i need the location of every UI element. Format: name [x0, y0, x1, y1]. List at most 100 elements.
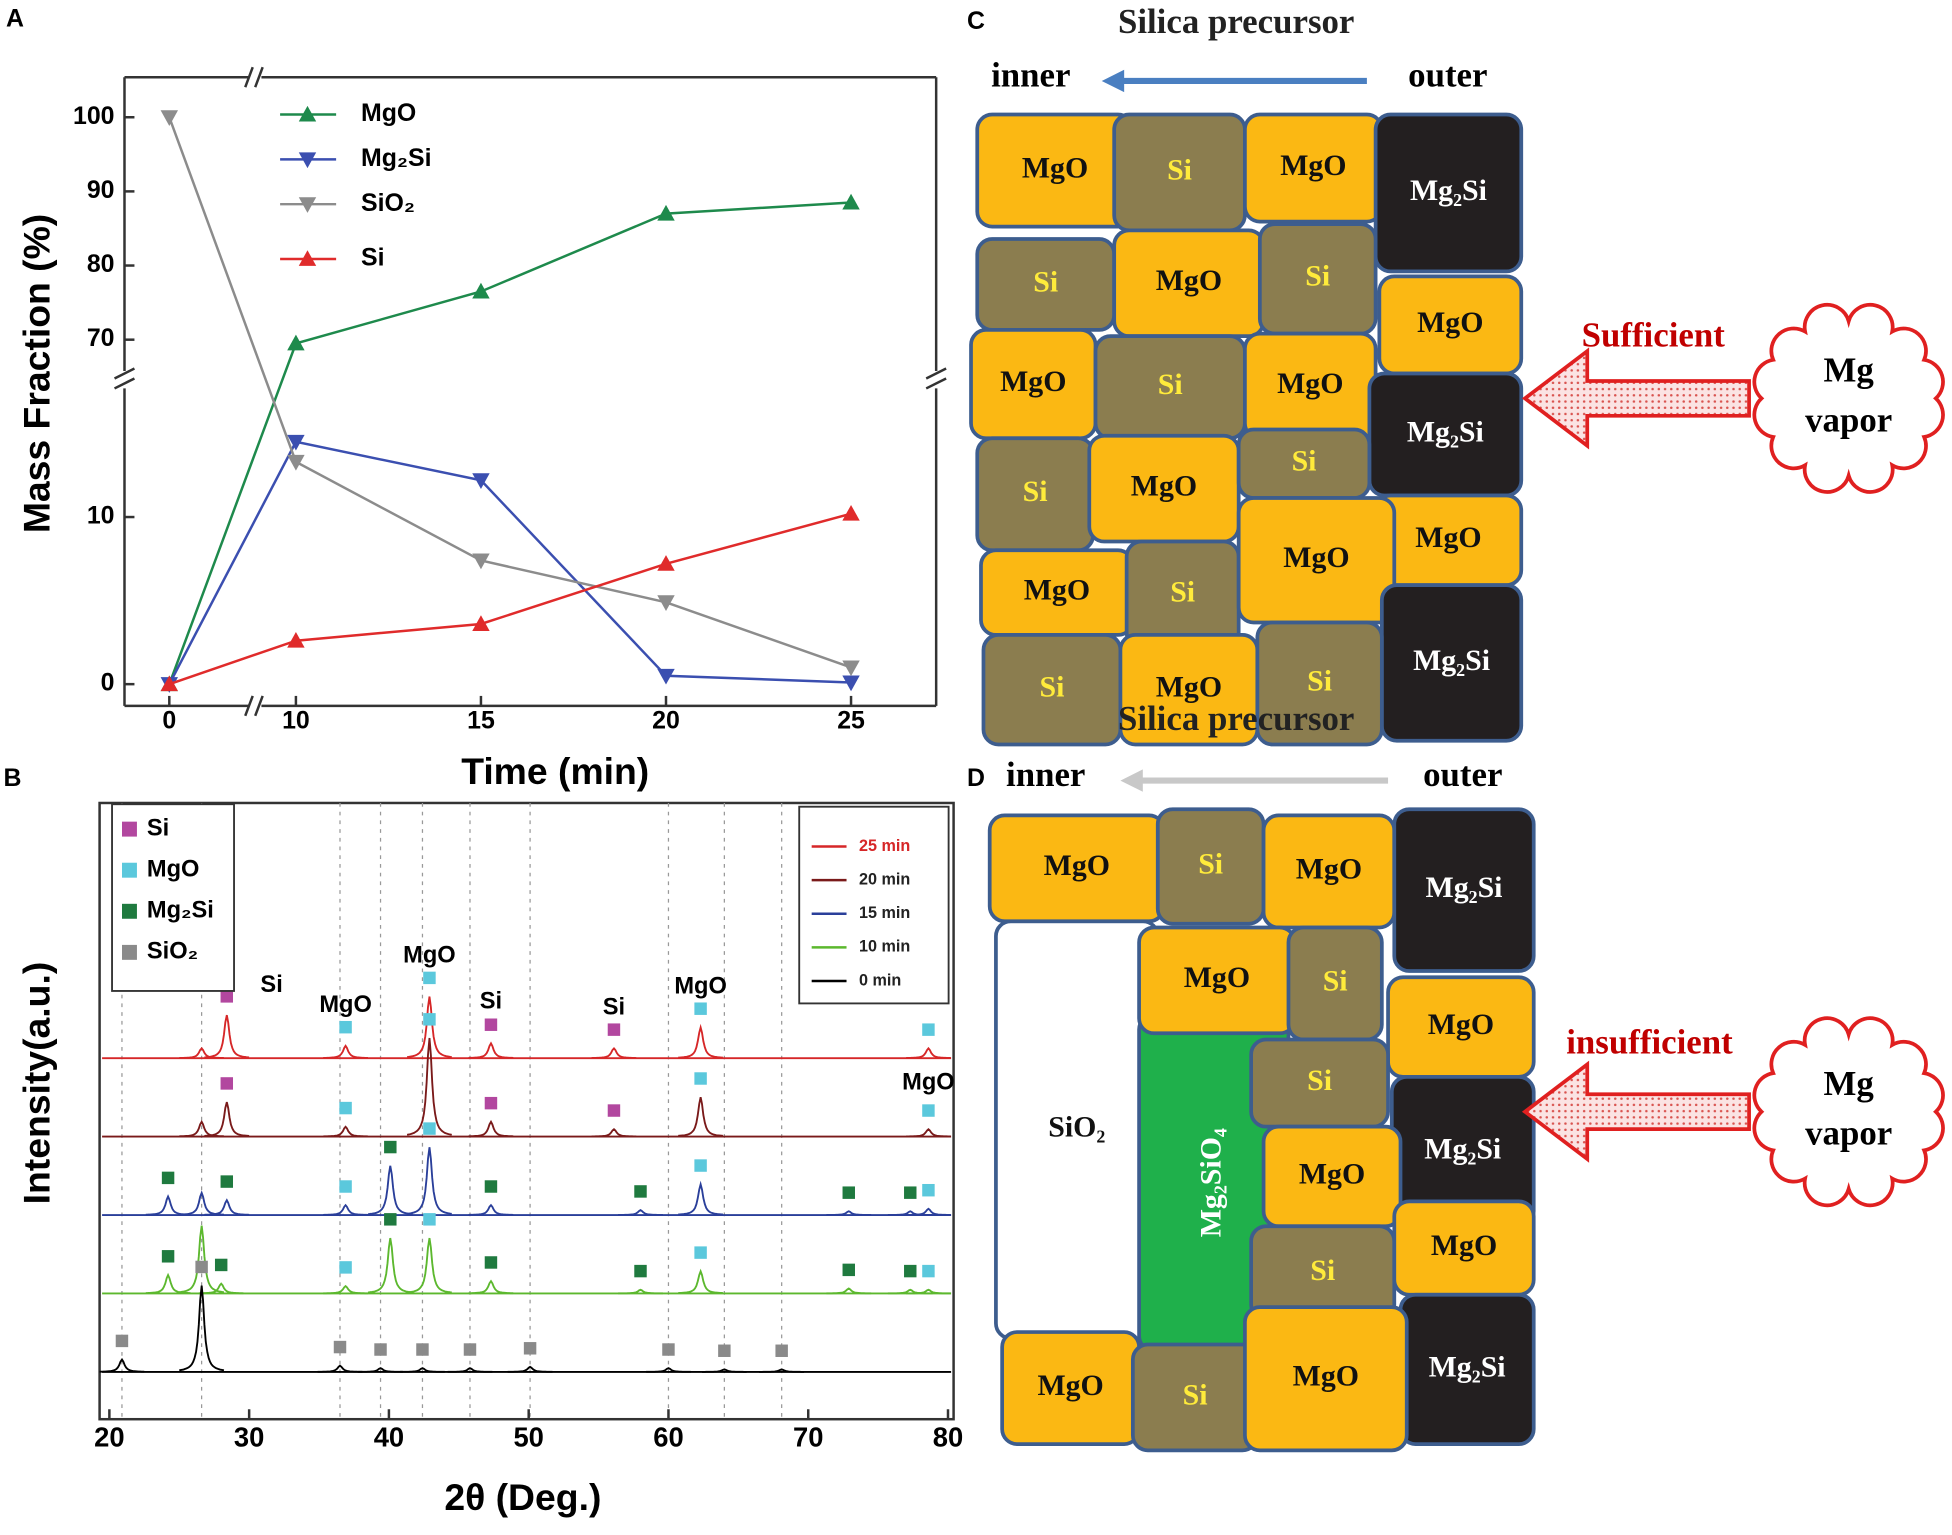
phase-marker — [484, 1180, 498, 1193]
diagram-title: Silica precursor — [1118, 699, 1354, 738]
peak — [678, 1268, 723, 1295]
peak — [591, 1128, 637, 1138]
phase-marker — [694, 1002, 707, 1015]
y-axis-label: Mass Fraction (%) — [16, 214, 58, 533]
grain-label: Si — [1198, 847, 1223, 880]
peak — [826, 1287, 872, 1295]
peak — [618, 1208, 663, 1216]
phase-marker — [484, 1096, 498, 1110]
grain-label: MgO — [1415, 521, 1481, 554]
peak — [317, 1364, 363, 1373]
legend-marker — [122, 862, 137, 878]
direction-arrowhead — [1120, 769, 1143, 792]
data-point — [657, 595, 675, 611]
x-tick-label: 80 — [933, 1421, 963, 1452]
phase-marker — [423, 1013, 436, 1026]
peak — [179, 1046, 225, 1059]
data-point — [287, 434, 305, 451]
phase-marker — [634, 1185, 647, 1198]
phase-marker — [333, 1340, 347, 1354]
grain-label: MgO — [1296, 852, 1362, 885]
peak — [204, 1101, 250, 1137]
grain-label: Si — [1023, 475, 1048, 508]
flow-label: Sufficient — [1582, 316, 1726, 355]
peak — [367, 1165, 413, 1216]
data-point — [287, 334, 305, 351]
grain-label: SiO₂ — [1048, 1111, 1105, 1144]
x-tick-label: 60 — [653, 1421, 683, 1452]
legend-marker — [298, 152, 317, 169]
direction-label: outer — [1408, 55, 1487, 94]
grain — [1255, 620, 1384, 747]
y-tick-label: 80 — [87, 250, 115, 278]
annotation: Si — [480, 988, 502, 1014]
x-tick-label: 50 — [513, 1421, 543, 1452]
phase-marker — [214, 1258, 228, 1272]
legend-marker — [122, 944, 137, 960]
legend-label: 20 min — [859, 870, 910, 888]
legend-label: Si — [147, 815, 169, 841]
peak — [323, 1125, 369, 1138]
legend-marker — [298, 197, 317, 213]
x-tick-label: 15 — [467, 707, 495, 735]
data-point — [160, 675, 179, 692]
direction-arrowhead — [1101, 69, 1125, 93]
direction-label: inner — [1006, 755, 1085, 794]
x-tick-label: 40 — [374, 1421, 404, 1452]
y-tick-label: 10 — [87, 502, 115, 530]
peak — [468, 1041, 514, 1059]
phase-marker — [922, 1104, 935, 1117]
axis-break — [244, 66, 254, 88]
annotation: MgO — [674, 973, 727, 999]
legend-label: Mg₂Si — [361, 144, 431, 172]
annotation: Si — [260, 972, 282, 998]
legend-label: MgO — [361, 99, 416, 127]
peak — [468, 1279, 514, 1295]
annotation: Si — [603, 995, 625, 1021]
data-point — [657, 204, 675, 221]
grain-label: MgO — [1024, 573, 1090, 606]
peak — [507, 1365, 553, 1373]
peak — [204, 1198, 250, 1216]
legend-label: MgO — [147, 856, 200, 882]
peak — [406, 1147, 452, 1215]
annotation: MgO — [319, 992, 372, 1018]
phase-marker — [384, 1213, 397, 1226]
grain-label: MgO — [1431, 1229, 1497, 1262]
vapor-arrow — [1521, 347, 1751, 450]
data-point — [842, 504, 860, 521]
cloud-label: vapor — [1805, 400, 1892, 439]
peak — [678, 1096, 723, 1137]
peak — [179, 1285, 225, 1372]
y-tick-label: 100 — [73, 102, 115, 130]
phase-marker — [115, 1334, 129, 1348]
phase-marker — [922, 1264, 935, 1278]
peak — [145, 1272, 191, 1295]
x-tick-label: 30 — [234, 1421, 264, 1452]
peak — [759, 1368, 805, 1373]
phase-marker — [161, 1171, 175, 1185]
grain-label: Si — [1305, 260, 1330, 293]
diagram-title: Silica precursor — [1118, 2, 1354, 41]
peak — [906, 1207, 951, 1216]
x-tick-label: 10 — [282, 707, 310, 735]
legend-marker — [122, 903, 137, 919]
peak — [406, 1037, 452, 1136]
y-tick-label: 90 — [87, 176, 115, 204]
peak — [447, 1367, 493, 1373]
peak — [591, 1046, 637, 1059]
grain-label: MgO — [1283, 541, 1349, 574]
legend-label: 25 min — [859, 837, 910, 855]
peak — [906, 1288, 951, 1295]
phase-marker — [842, 1263, 855, 1277]
grain-label: Si — [1323, 964, 1348, 997]
direction-label: inner — [991, 55, 1070, 94]
vapor-cloud — [1752, 1016, 1945, 1208]
phase-marker — [220, 1175, 234, 1188]
peak — [145, 1194, 191, 1216]
grain-label: Mg₂Si — [1429, 1350, 1506, 1383]
phase-marker — [463, 1343, 477, 1356]
grain-label: Mg₂Si — [1413, 644, 1490, 677]
grain-label: MgO — [1280, 149, 1346, 182]
